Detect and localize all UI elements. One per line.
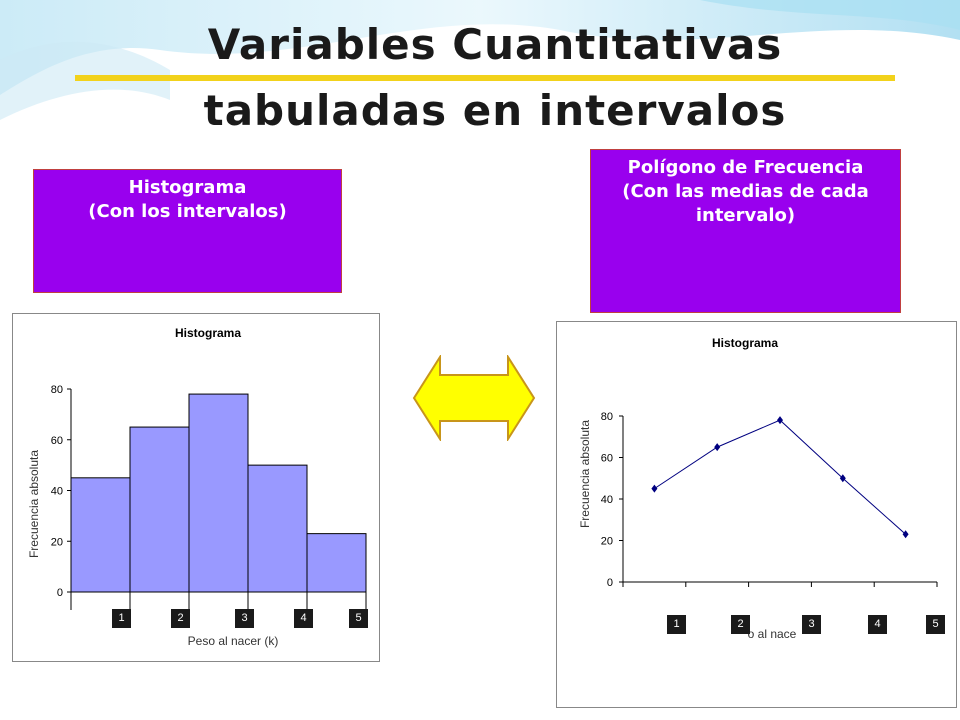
histogram-bar xyxy=(247,464,308,593)
polygon-y-tick-label: 40 xyxy=(601,494,613,506)
polygon-number-label: 1 xyxy=(667,615,686,634)
polygon-point xyxy=(902,530,909,539)
polygon-number-label: 3 xyxy=(802,615,821,634)
polygon-ylabel: Frecuencia absoluta xyxy=(578,420,592,528)
frequency-polygon-chart: Histograma Frecuencia absoluta o al nace… xyxy=(556,321,957,708)
histogram-number-label: 5 xyxy=(349,609,368,628)
histogram-title: Histograma xyxy=(175,326,241,340)
histogram-svg: Histograma Frecuencia absoluta Peso al n… xyxy=(27,326,367,648)
polygon-number-label: 4 xyxy=(868,615,887,634)
histogram-chart: Histograma Frecuencia absoluta Peso al n… xyxy=(12,313,380,662)
histogram-y-tick-label: 80 xyxy=(51,384,63,396)
histogram-bar xyxy=(306,533,367,593)
title-underline xyxy=(75,75,895,81)
polygon-xlabel: o al nace xyxy=(748,627,797,641)
histogram-number-label: 3 xyxy=(235,609,254,628)
histogram-y-tick-label: 20 xyxy=(51,536,63,548)
polygon-label-line1: Polígono de Frecuencia xyxy=(627,157,864,178)
histogram-xlabel: Peso al nacer (k) xyxy=(188,634,279,648)
double-arrow-icon xyxy=(412,355,536,441)
slide-title-line1: Variables Cuantitativas xyxy=(207,20,783,69)
histogram-y-tick-label: 60 xyxy=(51,435,63,447)
polygon-point xyxy=(714,443,721,452)
histogram-number-label: 1 xyxy=(112,609,131,628)
polygon-title: Histograma xyxy=(712,336,778,350)
polygon-svg: Histograma Frecuencia absoluta o al nace… xyxy=(578,336,938,641)
polygon-label-box: Polígono de Frecuencia (Con las medias d… xyxy=(590,149,901,313)
polygon-number-label: 2 xyxy=(731,615,750,634)
histogram-label-line1: Histograma xyxy=(128,177,247,198)
polygon-label-line2: (Con las medias de cada xyxy=(622,181,869,202)
histogram-ylabel: Frecuencia absoluta xyxy=(27,450,41,558)
polygon-number-label: 5 xyxy=(926,615,945,634)
polygon-y-tick-label: 60 xyxy=(601,453,613,465)
polygon-point xyxy=(651,484,658,493)
histogram-bar xyxy=(70,477,131,593)
slide-title-line2: tabuladas en intervalos xyxy=(203,86,787,135)
polygon-y-tick-label: 0 xyxy=(607,577,613,589)
histogram-y-tick-label: 0 xyxy=(57,587,63,599)
histogram-bar xyxy=(188,393,249,593)
histogram-label-box: Histograma (Con los intervalos) xyxy=(33,169,342,293)
polygon-label-line3: intervalo) xyxy=(695,205,796,226)
histogram-number-label: 4 xyxy=(294,609,313,628)
polygon-y-tick-label: 20 xyxy=(601,536,613,548)
histogram-number-label: 2 xyxy=(171,609,190,628)
histogram-label-line2: (Con los intervalos) xyxy=(88,201,287,222)
polygon-series-line xyxy=(654,419,906,535)
polygon-point xyxy=(777,416,783,425)
polygon-y-tick-label: 80 xyxy=(601,411,613,423)
histogram-y-tick-label: 40 xyxy=(51,486,63,498)
histogram-bar xyxy=(129,426,190,593)
polygon-point xyxy=(839,474,846,483)
